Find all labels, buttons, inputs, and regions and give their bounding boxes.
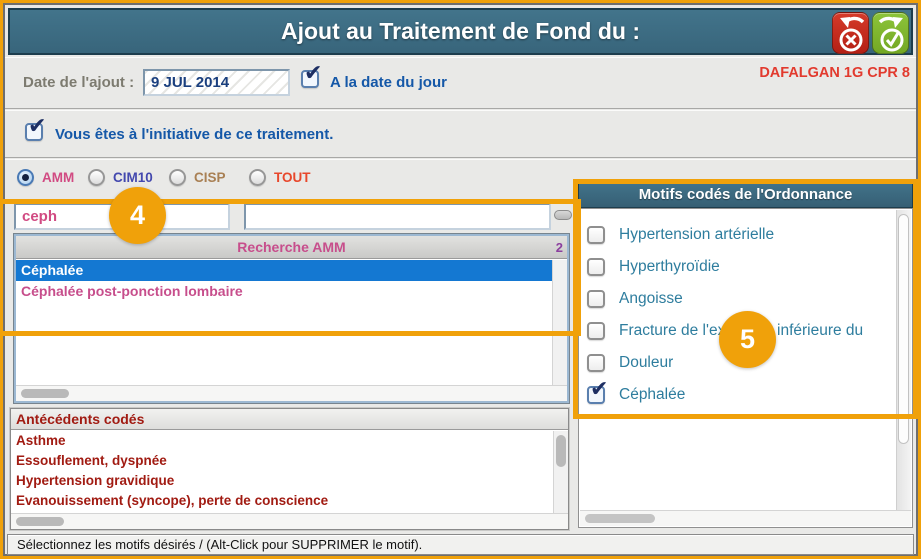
radio-icon[interactable] (249, 169, 266, 186)
medication-name: DAFALGAN 1G CPR 8 (759, 65, 910, 81)
radio-icon[interactable] (88, 169, 105, 186)
scrollbar-thumb[interactable] (898, 214, 909, 444)
amm-result-row[interactable]: Céphalée (16, 260, 552, 281)
motif-row[interactable]: Hypertension artérielle (579, 219, 894, 251)
motif-label: Hyperthyroïdie (619, 258, 720, 275)
amm-result-count: 2 (555, 240, 563, 255)
check-icon: ✔ (304, 60, 323, 85)
amm-results-list: Recherche AMM 2 Céphalée Céphalée post-po… (14, 234, 569, 403)
motif-label: Céphalée (619, 386, 686, 403)
date-input[interactable]: 9 JUL 2014 (143, 69, 290, 96)
motifs-header: Motifs codés de l'Ordonnance (578, 181, 913, 208)
antecedent-row[interactable]: Hypertension gravidique (16, 473, 175, 488)
motif-row[interactable]: Angoisse (579, 283, 894, 315)
amm-vertical-scrollbar[interactable] (552, 260, 567, 385)
search-mode-radio-amm[interactable]: AMM (17, 169, 74, 186)
validate-button[interactable] (872, 12, 909, 54)
cancel-button[interactable] (832, 12, 869, 54)
motif-checkbox[interactable] (587, 322, 605, 340)
check-icon: ✔ (28, 113, 47, 138)
motif-label: Douleur (619, 354, 674, 371)
check-icon: ✔ (590, 376, 609, 401)
motif-label: Angoisse (619, 290, 683, 307)
antecedents-list: Asthme Essouflement, dyspnée Hypertension … (11, 431, 553, 514)
antecedent-row[interactable]: Asthme (16, 433, 66, 448)
antecedents-header: Antécédents codés (11, 409, 568, 430)
motif-checkbox[interactable] (587, 290, 605, 308)
antecedents-vertical-scrollbar[interactable] (553, 431, 568, 514)
radio-icon[interactable] (169, 169, 186, 186)
motifs-vertical-scrollbar[interactable] (896, 210, 911, 510)
search-mode-radio-cisp[interactable]: CISP (169, 169, 226, 186)
motif-checkbox[interactable]: ✔ (587, 376, 608, 404)
initiative-label: Vous êtes à l'initiative de ce traitemen… (55, 126, 334, 143)
scrollbar-thumb[interactable] (21, 389, 69, 398)
motif-checkbox[interactable] (587, 354, 605, 372)
title-bar: Ajout au Traitement de Fond du : (8, 8, 913, 55)
motifs-list: Hypertension artérielle Hyperthyroïdie Ang… (578, 208, 913, 528)
initiative-checkbox[interactable]: ✔ (25, 113, 46, 141)
motif-row[interactable]: ✔ Céphalée (579, 376, 894, 411)
status-bar: Sélectionnez les motifs désirés / (Alt-C… (7, 534, 914, 555)
amm-list-header: Recherche AMM 2 (16, 236, 567, 259)
dialog-window: Ajout au Traitement de Fond du : (3, 3, 918, 556)
search-mode-label: CISP (194, 170, 226, 185)
today-checkbox-label: A la date du jour (330, 74, 447, 91)
scrollbar-thumb[interactable] (16, 517, 64, 526)
antecedent-row[interactable]: Evanouissement (syncope), perte de consc… (16, 493, 329, 508)
status-text: Sélectionnez les motifs désirés / (Alt-C… (17, 537, 423, 552)
antecedents-panel: Antécédents codés Asthme Essouflement, dy… (10, 408, 569, 530)
search-mode-radio-group: AMM CIM10 CISP TOUT (5, 159, 916, 199)
date-label: Date de l'ajout : (23, 74, 135, 91)
scrollbar-thumb[interactable] (556, 435, 566, 467)
minus-icon[interactable] (554, 210, 572, 220)
search-mode-label: CIM10 (113, 170, 153, 185)
annotation-callout-5: 5 (719, 311, 776, 368)
search-mode-label: TOUT (274, 170, 311, 185)
motif-row[interactable]: Hyperthyroïdie (579, 251, 894, 283)
radio-dot (22, 174, 29, 181)
motif-label: Hypertension artérielle (619, 226, 775, 243)
motifs-panel: Motifs codés de l'Ordonnance Hypertensio… (578, 181, 913, 528)
initiative-row: ✔ Vous êtes à l'initiative de ce traitem… (5, 110, 916, 158)
motifs-horizontal-scrollbar[interactable] (580, 510, 911, 526)
search-mode-label: AMM (42, 170, 75, 185)
antecedents-horizontal-scrollbar[interactable] (11, 513, 568, 529)
scrollbar-thumb[interactable] (585, 514, 655, 523)
dialog-title: Ajout au Traitement de Fond du : (280, 18, 641, 44)
amm-list-title: Recherche AMM (237, 239, 346, 255)
motif-row[interactable]: Douleur (579, 347, 894, 379)
antecedent-row[interactable]: Essouflement, dyspnée (16, 453, 167, 468)
search-mode-radio-cim10[interactable]: CIM10 (88, 169, 153, 186)
annotation-callout-4: 4 (109, 187, 166, 244)
amm-list-body: Céphalée Céphalée post-ponction lombaire (16, 260, 552, 385)
motif-checkbox[interactable] (587, 258, 605, 276)
radio-selected-icon[interactable] (17, 169, 34, 186)
motif-checkbox[interactable] (587, 226, 605, 244)
amm-result-row[interactable]: Céphalée post-ponction lombaire (21, 283, 243, 299)
search-input-secondary[interactable] (244, 203, 551, 230)
amm-horizontal-scrollbar[interactable] (16, 385, 567, 401)
search-mode-radio-tout[interactable]: TOUT (249, 169, 311, 186)
date-row: Date de l'ajout : 9 JUL 2014 ✔ A la date… (5, 57, 916, 109)
today-checkbox[interactable]: ✔ (301, 60, 322, 88)
